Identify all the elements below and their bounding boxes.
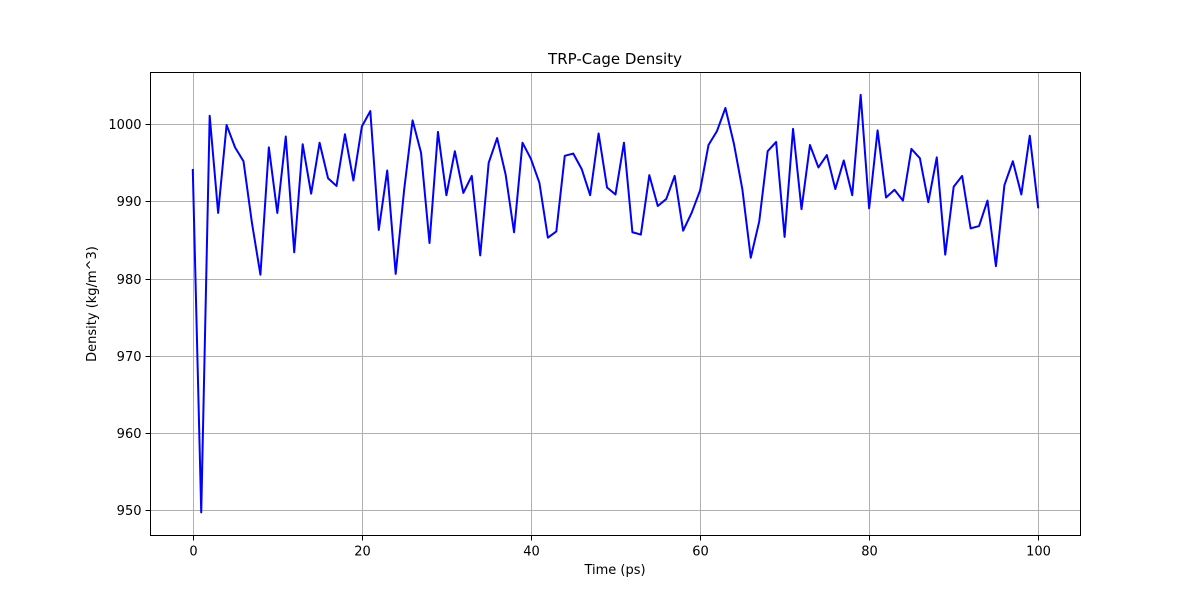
y-axis-label: Density (kg/m^3) bbox=[85, 246, 100, 362]
x-tick-label: 20 bbox=[354, 545, 371, 560]
x-tick-label: 0 bbox=[189, 545, 197, 560]
plot-frame bbox=[150, 72, 1081, 536]
y-tick-label: 980 bbox=[117, 273, 142, 288]
y-tick-label: 960 bbox=[117, 427, 142, 442]
density-series-line bbox=[191, 93, 1040, 514]
x-tick-label: 40 bbox=[523, 545, 540, 560]
x-tick-label: 60 bbox=[692, 545, 709, 560]
ticks: 0 20 40 60 80 100 950 960 970 980 990 1000 bbox=[108, 118, 1051, 560]
y-tick-label: 970 bbox=[117, 350, 142, 365]
chart-title: TRP-Cage Density bbox=[547, 50, 682, 68]
y-tick-label: 1000 bbox=[108, 118, 141, 133]
y-tick-label: 990 bbox=[117, 195, 142, 210]
x-tick-label: 80 bbox=[861, 545, 878, 560]
grid-lines bbox=[150, 72, 1081, 536]
y-tick-label: 950 bbox=[117, 504, 142, 519]
x-axis-label: Time (ps) bbox=[583, 563, 645, 578]
series-layer bbox=[191, 93, 1040, 514]
x-tick-label: 100 bbox=[1026, 545, 1051, 560]
